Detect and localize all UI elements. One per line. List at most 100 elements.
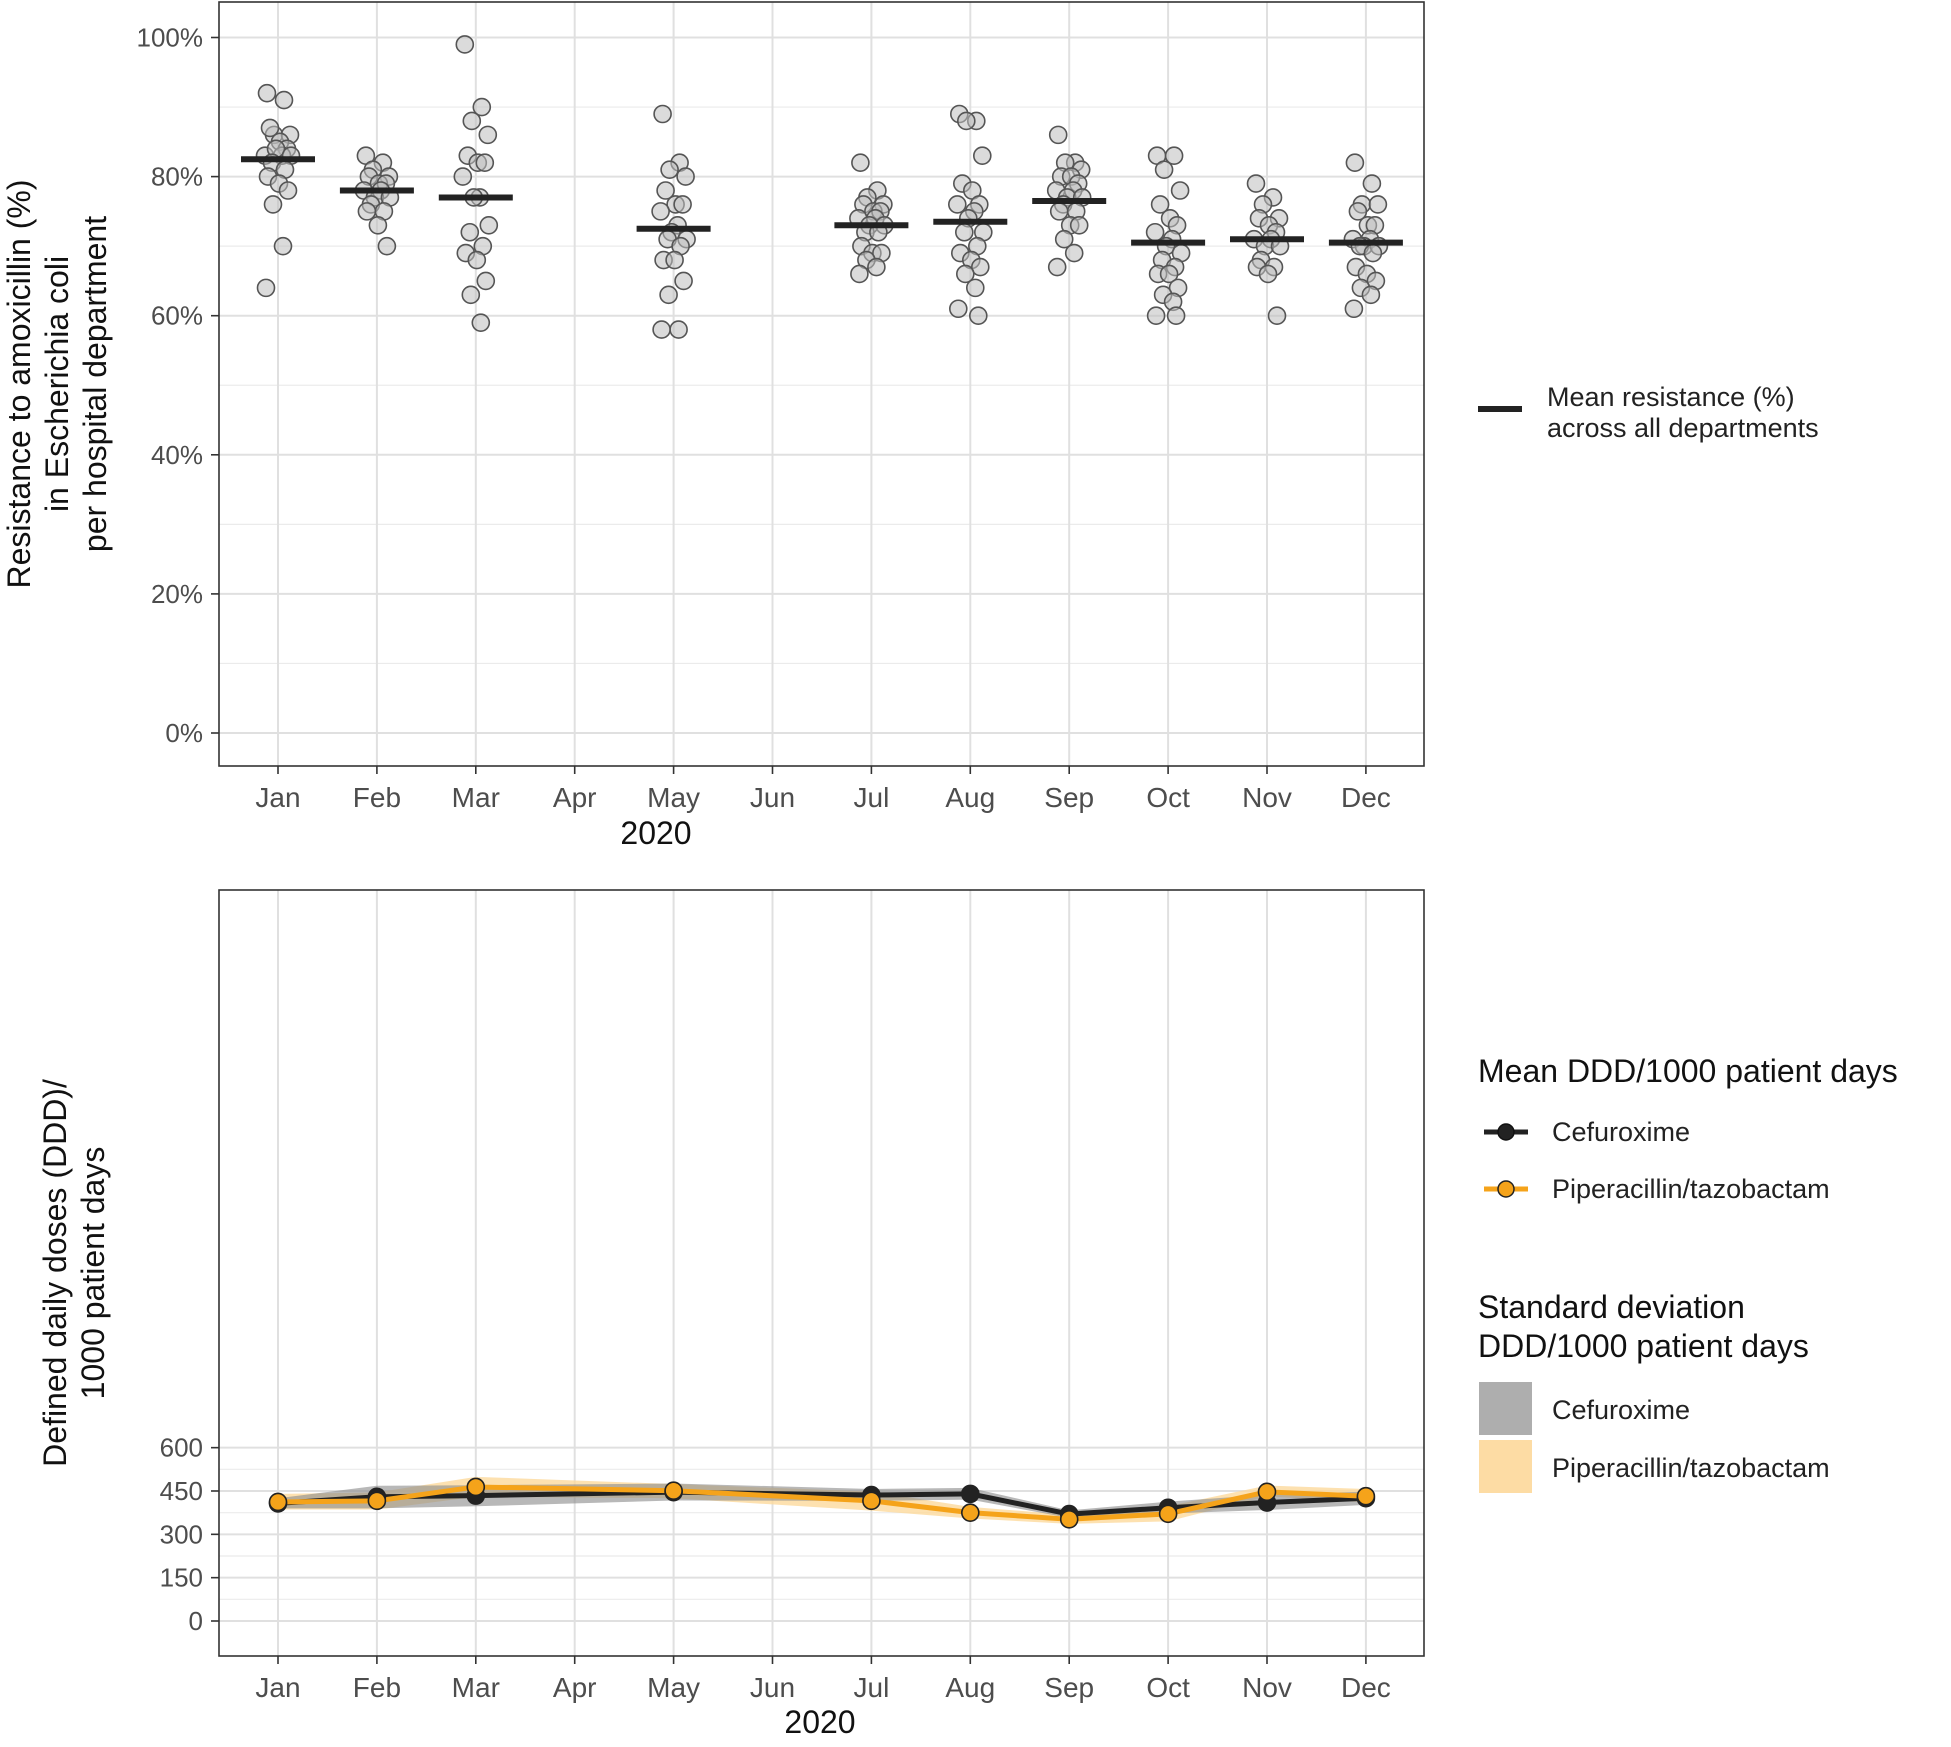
ddd-y-axis-title: Defined daily doses (DDD)/ 1000 patient …	[37, 1079, 111, 1467]
resistance-y-title-line-1: Resistance to amoxicillin (%)	[1, 179, 37, 588]
department-resistance-point	[659, 285, 678, 305]
department-resistance-point	[1159, 264, 1179, 284]
department-resistance-point	[278, 181, 298, 200]
department-resistance-point	[970, 257, 990, 277]
ddd-y-title-line-1: Defined daily doses (DDD)/	[37, 1079, 73, 1467]
legend-pip-taz-sd-key	[1479, 1440, 1532, 1493]
resistance-panel-border	[218, 1, 1425, 767]
legend-pip-taz-marker	[1497, 1180, 1515, 1198]
legend-cefuroxime-sd-label: Cefuroxime	[1552, 1395, 1690, 1425]
resistance-month-may	[636, 104, 711, 339]
mean-point-piperacillin-tazobactam	[1158, 1504, 1178, 1524]
legend-cefuroxime-sd-key	[1479, 1382, 1532, 1435]
resistance-month-sep	[1032, 125, 1107, 277]
department-resistance-point	[673, 195, 692, 214]
department-resistance-point	[475, 153, 495, 172]
ddd-x-tick-label: Jun	[750, 1672, 795, 1703]
mean-point-piperacillin-tazobactam	[268, 1492, 288, 1512]
resistance-x-tick-label: Apr	[553, 782, 597, 813]
department-resistance-point	[972, 146, 992, 166]
ddd-y-title-line-2: 1000 patient days	[75, 1147, 111, 1400]
resistance-x-tick-label: Oct	[1146, 782, 1190, 813]
resistance-x-tick-label: Aug	[945, 782, 995, 813]
department-resistance-point	[1368, 195, 1388, 214]
resistance-month-oct	[1131, 146, 1206, 326]
department-resistance-point	[947, 195, 967, 214]
resistance-axes: 0% 20% 40% 60% 80% 100% Jan Feb Mar Apr May Jun Jul A…	[137, 23, 1391, 814]
legend-cefuroxime-label: Cefuroxime	[1552, 1117, 1690, 1147]
department-resistance-point	[461, 285, 481, 305]
resistance-y-tick-label: 0%	[165, 718, 203, 748]
ddd-y-tick-label: 300	[160, 1519, 203, 1549]
department-resistance-point	[1267, 306, 1287, 326]
resistance-legend: Mean resistance (%) across all departmen…	[1478, 382, 1819, 443]
department-resistance-point	[263, 195, 283, 214]
ddd-panel: 0 150 300 450 600 Jan Feb Mar Apr May Jun Jul Aug Sep…	[37, 889, 1898, 1740]
ddd-marks	[268, 1476, 1376, 1529]
department-resistance-point	[1363, 243, 1383, 263]
ddd-y-tick-label: 450	[160, 1476, 203, 1506]
mean-resistance-legend-line-1: Mean resistance (%)	[1547, 382, 1795, 412]
resistance-month-jul	[834, 153, 909, 284]
ddd-legend: Mean DDD/1000 patient days Cefuroxime Pi…	[1478, 1053, 1898, 1493]
department-resistance-point	[1054, 229, 1074, 249]
resistance-y-title-line-2: in Escherichia coli	[39, 256, 75, 512]
department-resistance-point	[460, 222, 480, 242]
resistance-x-tick-label: Jul	[854, 782, 890, 813]
resistance-x-tick-label: May	[647, 782, 700, 813]
mean-point-piperacillin-tazobactam	[1356, 1486, 1376, 1506]
department-resistance-point	[965, 278, 985, 298]
department-resistance-point	[357, 202, 377, 221]
department-resistance-point	[867, 257, 886, 277]
mean-point-piperacillin-tazobactam	[466, 1477, 486, 1497]
department-resistance-point	[471, 313, 491, 332]
department-resistance-point	[478, 125, 498, 145]
department-resistance-point	[472, 97, 492, 117]
ddd-x-tick-label: Aug	[945, 1672, 995, 1703]
department-resistance-point	[1154, 160, 1174, 179]
department-resistance-point	[1345, 153, 1365, 172]
department-resistance-point	[956, 111, 976, 131]
resistance-x-tick-label: Jan	[255, 782, 300, 813]
ddd-x-axis-title: 2020	[784, 1704, 855, 1740]
department-resistance-point	[652, 320, 671, 339]
department-resistance-point	[257, 83, 277, 103]
department-resistance-point	[1145, 222, 1165, 242]
legend-cefuroxime-line-key	[1484, 1123, 1528, 1141]
resistance-y-tick-label: 60%	[151, 301, 203, 331]
department-resistance-point	[676, 167, 695, 186]
mean-point-piperacillin-tazobactam	[367, 1491, 387, 1511]
ddd-x-tick-label: May	[647, 1672, 700, 1703]
ddd-y-tick-label: 600	[160, 1433, 203, 1463]
mean-point-piperacillin-tazobactam	[1257, 1482, 1277, 1502]
resistance-month-feb	[339, 146, 414, 256]
department-resistance-point	[851, 153, 870, 172]
department-resistance-point	[1146, 306, 1166, 326]
resistance-x-tick-label: Mar	[452, 782, 500, 813]
department-resistance-point	[669, 320, 688, 339]
department-resistance-point	[665, 250, 684, 270]
ddd-x-tick-label: Dec	[1341, 1672, 1391, 1703]
resistance-y-axis-title: Resistance to amoxicillin (%) in Escheri…	[1, 179, 113, 588]
resistance-x-tick-label: Jun	[750, 782, 795, 813]
department-resistance-point	[1048, 125, 1068, 145]
legend-pip-taz-label: Piperacillin/tazobactam	[1552, 1174, 1830, 1204]
resistance-x-axis-title: 2020	[620, 815, 691, 851]
department-resistance-point	[273, 236, 293, 256]
resistance-marks	[241, 35, 1403, 339]
resistance-month-mar	[438, 35, 513, 332]
department-resistance-point	[476, 271, 496, 291]
department-resistance-point	[1361, 285, 1381, 305]
department-resistance-point	[1246, 174, 1266, 193]
department-resistance-point	[1362, 174, 1382, 193]
legend-pip-taz-line-key	[1484, 1180, 1528, 1198]
department-resistance-point	[660, 160, 679, 179]
ddd-x-tick-label: Oct	[1146, 1672, 1190, 1703]
department-resistance-point	[467, 250, 487, 270]
resistance-x-tick-label: Dec	[1341, 782, 1391, 813]
department-resistance-point	[955, 264, 975, 284]
ddd-axes: 0 150 300 450 600 Jan Feb Mar Apr May Jun Jul Aug Sep…	[160, 1433, 1391, 1703]
resistance-month-dec	[1328, 153, 1403, 319]
department-resistance-point	[368, 215, 388, 235]
